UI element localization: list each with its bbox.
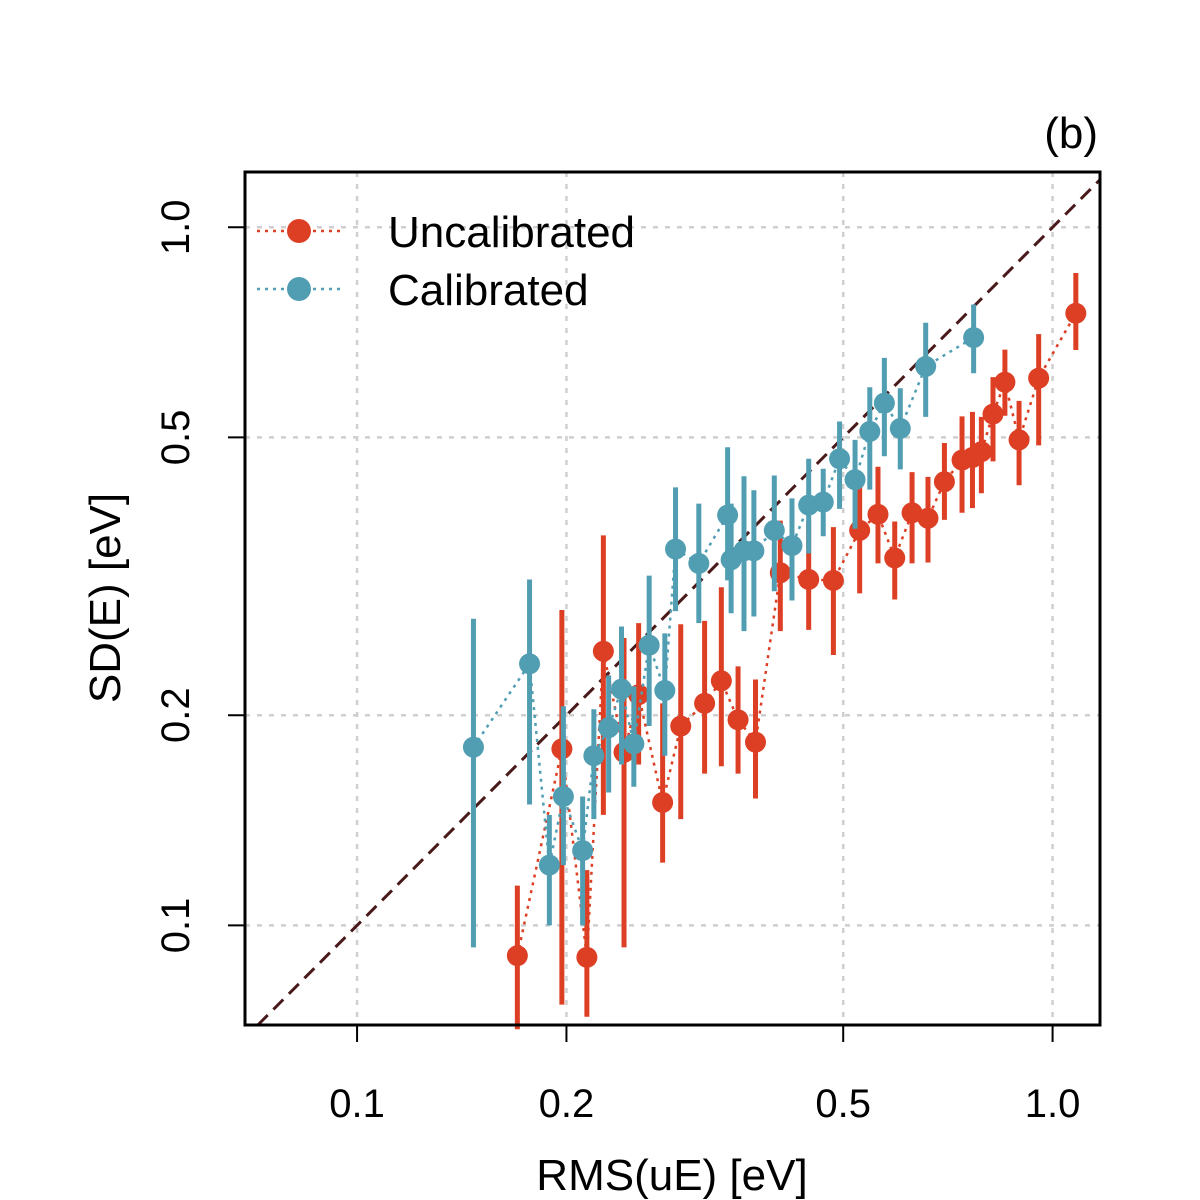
calibrated-data-point <box>654 680 676 702</box>
uncalibrated-data-point <box>994 371 1016 393</box>
uncalibrated-data-point <box>727 709 749 731</box>
uncalibrated-data-point <box>652 791 674 813</box>
uncalibrated-data-point <box>822 569 844 591</box>
uncalibrated-data-point <box>867 503 889 525</box>
uncalibrated-data-point <box>917 507 939 529</box>
plot-frame <box>243 170 1102 1027</box>
uncalibrated-data-point <box>1028 367 1050 389</box>
identity-line <box>256 178 1102 1027</box>
legend: Uncalibrated Calibrated <box>257 208 635 315</box>
uncalibrated-data-point <box>884 547 906 569</box>
uncalibrated-data-point <box>592 640 614 662</box>
uncalibrated-data-point <box>694 692 716 714</box>
x-tick-label: 1.0 <box>1025 1082 1081 1126</box>
legend-marker <box>287 219 311 243</box>
calibrated-data-point <box>665 538 687 560</box>
calibrated-data-point <box>829 448 851 470</box>
y-axis-title: SD(E) [eV] <box>81 493 130 703</box>
series-layer <box>462 273 1087 1030</box>
calibrated-data-point <box>598 717 620 739</box>
y-tick-label: 0.5 <box>154 410 198 466</box>
y-tick-label: 1.0 <box>154 199 198 255</box>
uncalibrated-data-point <box>710 670 732 692</box>
calibrated-data-point <box>519 653 541 675</box>
calibrated-data-point <box>717 504 739 526</box>
uncalibrated-data-point <box>901 502 923 524</box>
calibrated-data-point <box>638 634 660 656</box>
uncalibrated-data-point <box>798 568 820 590</box>
calibrated-data-point <box>462 736 484 758</box>
uncalibrated-data-point <box>933 471 955 493</box>
calibrated-data-point <box>572 840 594 862</box>
uncalibrated-series <box>506 273 1087 1030</box>
y-tick-label: 0.1 <box>154 898 198 954</box>
uncalibrated-data-point <box>970 441 992 463</box>
calibrated-data-point <box>812 491 834 513</box>
calibrated-data-point <box>963 327 985 349</box>
uncalibrated-data-point <box>670 715 692 737</box>
x-tick-label: 0.5 <box>815 1082 871 1126</box>
axes-layer: 0.1 0.2 0.5 1.0 0.1 0.2 0.5 1.0 <box>154 199 1080 1126</box>
x-axis-title: RMS(uE) [eV] <box>536 1151 807 1200</box>
uncalibrated-data-point <box>506 945 528 967</box>
calibrated-data-point <box>611 678 633 700</box>
uncalibrated-data-point <box>1008 429 1030 451</box>
calibrated-data-point <box>859 420 881 442</box>
uncalibrated-data-point <box>745 731 767 753</box>
grid-lines <box>245 172 1100 1025</box>
calibrated-data-point <box>623 733 645 755</box>
calibrated-data-point <box>743 540 765 562</box>
calibrated-data-point <box>688 552 710 574</box>
legend-marker <box>287 277 311 301</box>
x-tick-label: 0.2 <box>539 1082 595 1126</box>
uncalibrated-data-point <box>576 946 598 968</box>
calibrated-data-point <box>763 519 785 541</box>
calibrated-data-point <box>889 417 911 439</box>
legend-label: Uncalibrated <box>388 208 635 257</box>
calibrated-data-point <box>915 355 937 377</box>
uncalibrated-data-point <box>982 403 1004 425</box>
calibrated-series <box>462 304 985 948</box>
x-tick-label: 0.1 <box>329 1082 385 1126</box>
y-tick-label: 0.2 <box>154 687 198 743</box>
calibrated-data-point <box>873 392 895 414</box>
calibrated-data-point <box>781 535 803 557</box>
uncalibrated-data-point <box>849 519 871 541</box>
calibrated-data-point <box>844 469 866 491</box>
calibrated-data-point <box>538 854 560 876</box>
panel-label: (b) <box>1044 109 1098 158</box>
calibrated-data-point <box>552 785 574 807</box>
identity-line-layer <box>256 178 1102 1027</box>
uncalibrated-data-point <box>1065 302 1087 324</box>
legend-label: Calibrated <box>388 266 589 315</box>
calibrated-data-point <box>583 745 605 767</box>
